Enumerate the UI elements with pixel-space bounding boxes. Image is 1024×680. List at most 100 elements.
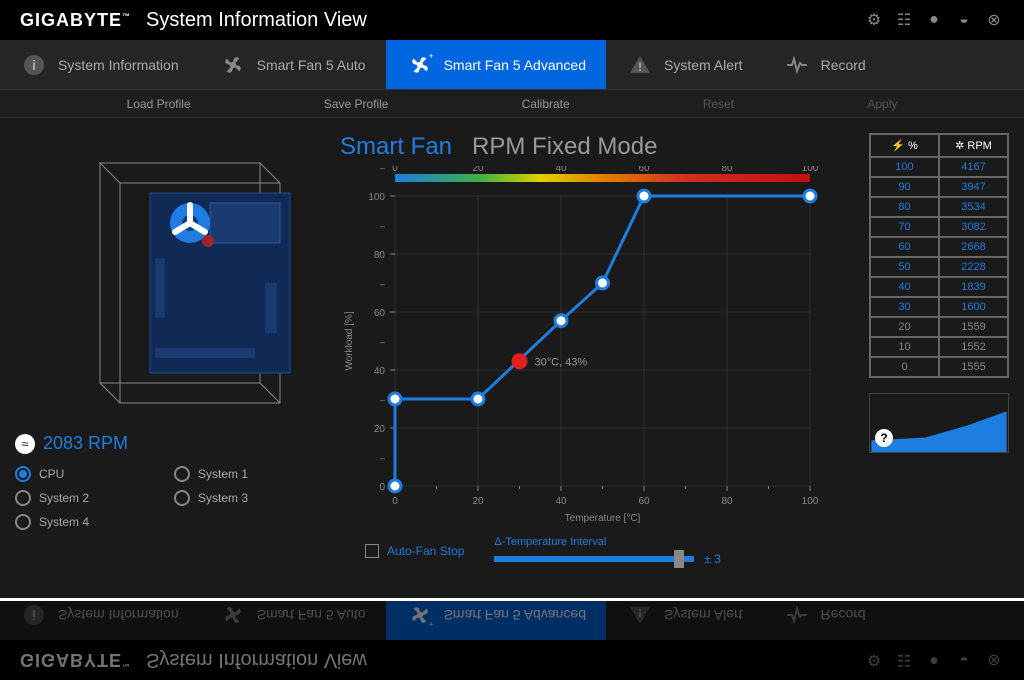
fan-option-system-3[interactable]: System 3 xyxy=(174,490,325,506)
svg-text:20: 20 xyxy=(472,166,484,174)
svg-text:20: 20 xyxy=(472,496,484,507)
tab-smart-fan-5-auto[interactable]: Smart Fan 5 Auto xyxy=(199,598,386,640)
table-row: 703082 xyxy=(870,217,1008,237)
subtab-reset: Reset xyxy=(703,90,734,117)
logo: GIGABYTE™ xyxy=(20,10,131,31)
up-icon[interactable]: ◒ xyxy=(954,650,974,670)
rpm-table: ⚡% ✲RPM 10041679039478035347030826026685… xyxy=(869,133,1009,378)
tab-icon: i xyxy=(20,51,48,79)
app-title: System Information View xyxy=(146,649,367,672)
fan-option-system-2[interactable]: System 2 xyxy=(15,490,166,506)
table-row: 201559 xyxy=(870,317,1008,337)
fan-option-system-1[interactable]: System 1 xyxy=(174,466,325,482)
svg-text:–: – xyxy=(380,221,385,231)
rpm-wave-icon: ≈ xyxy=(15,434,35,454)
tab-icon: + xyxy=(406,51,434,79)
up-icon[interactable]: ◒ xyxy=(954,10,974,30)
table-row: 401839 xyxy=(870,277,1008,297)
fan-option-system-4[interactable]: System 4 xyxy=(15,514,166,530)
sub-tabs: Load ProfileSave ProfileCalibrateResetAp… xyxy=(0,90,1024,118)
svg-text:–: – xyxy=(380,395,385,405)
auto-fan-stop-checkbox[interactable]: Auto-Fan Stop xyxy=(365,544,464,558)
tab-record[interactable]: Record xyxy=(763,598,886,640)
close-icon[interactable]: ⊗ xyxy=(984,10,1004,30)
tab-icon: i xyxy=(20,602,48,630)
svg-text:80: 80 xyxy=(721,166,733,174)
tab-icon xyxy=(219,602,247,630)
fan-icon: ✲ xyxy=(955,139,964,152)
svg-text:0: 0 xyxy=(379,482,385,493)
svg-text:80: 80 xyxy=(374,250,386,261)
svg-text:0: 0 xyxy=(392,166,398,174)
tab-icon xyxy=(783,51,811,79)
tab-system-information[interactable]: iSystem Information xyxy=(0,40,199,89)
fan-option-cpu[interactable]: CPU xyxy=(15,466,166,482)
svg-text:60: 60 xyxy=(638,496,650,507)
list-icon[interactable]: ☷ xyxy=(894,650,914,670)
svg-text:Workload [%]: Workload [%] xyxy=(344,311,355,371)
minimize-icon[interactable]: ● xyxy=(924,650,944,670)
tab-smart-fan-5-advanced[interactable]: +Smart Fan 5 Advanced xyxy=(386,598,606,640)
table-row: 101552 xyxy=(870,337,1008,357)
table-row: 502228 xyxy=(870,257,1008,277)
subtab-save-profile[interactable]: Save Profile xyxy=(324,90,389,117)
tab-system-alert[interactable]: !System Alert xyxy=(606,598,763,640)
close-icon[interactable]: ⊗ xyxy=(984,650,1004,670)
titlebar: GIGABYTE™ System Information View ⚙ ☷ ● … xyxy=(0,640,1024,680)
list-icon[interactable]: ☷ xyxy=(894,10,914,30)
tab-icon: + xyxy=(406,602,434,630)
svg-text:60: 60 xyxy=(638,166,650,174)
main-tabs: iSystem InformationSmart Fan 5 Auto+Smar… xyxy=(0,598,1024,640)
table-row: 903947 xyxy=(870,177,1008,197)
svg-text:60: 60 xyxy=(374,308,386,319)
fan-selectors: CPU System 1 System 2 System 3 System 4 xyxy=(15,466,325,530)
svg-text:40: 40 xyxy=(555,166,567,174)
svg-text:100: 100 xyxy=(802,166,819,174)
subtab-load-profile[interactable]: Load Profile xyxy=(127,90,191,117)
svg-text:+: + xyxy=(428,52,432,61)
svg-text:+: + xyxy=(428,620,432,629)
titlebar: GIGABYTE™ System Information View ⚙ ☷ ● … xyxy=(0,0,1024,40)
svg-text:–: – xyxy=(380,279,385,289)
svg-text:30°C, 43%: 30°C, 43% xyxy=(535,356,588,368)
temp-interval-label: Δ-Temperature Interval xyxy=(494,536,854,548)
table-row: 301600 xyxy=(870,297,1008,317)
case-diagram xyxy=(30,133,310,423)
tab-icon: ! xyxy=(626,602,654,630)
temp-interval-slider[interactable] xyxy=(494,556,694,562)
tab-icon: ! xyxy=(626,51,654,79)
bolt-icon: ⚡ xyxy=(891,139,905,152)
tab-smart-fan-5-advanced[interactable]: +Smart Fan 5 Advanced xyxy=(386,40,606,89)
subtab-calibrate[interactable]: Calibrate xyxy=(522,90,570,117)
svg-text:100: 100 xyxy=(802,496,819,507)
svg-text:–: – xyxy=(380,166,385,173)
temp-interval-value: ± 3 xyxy=(704,552,721,566)
tab-smart-fan-5-auto[interactable]: Smart Fan 5 Auto xyxy=(199,40,386,89)
settings-icon[interactable]: ⚙ xyxy=(864,650,884,670)
svg-text:100: 100 xyxy=(368,192,385,203)
table-row: 1004167 xyxy=(870,157,1008,177)
logo: GIGABYTE™ xyxy=(20,650,131,671)
svg-text:i: i xyxy=(32,57,36,73)
svg-text:!: ! xyxy=(638,60,642,74)
main-tabs: iSystem InformationSmart Fan 5 Auto+Smar… xyxy=(0,40,1024,90)
tab-icon xyxy=(783,602,811,630)
fan-curve-chart[interactable]: 0204060801000204060801000–20–40–60–80–10… xyxy=(340,166,820,526)
settings-icon[interactable]: ⚙ xyxy=(864,10,884,30)
svg-text:20: 20 xyxy=(374,424,386,435)
svg-text:–: – xyxy=(380,337,385,347)
svg-text:40: 40 xyxy=(555,496,567,507)
tab-system-information[interactable]: iSystem Information xyxy=(0,598,199,640)
table-row: 602668 xyxy=(870,237,1008,257)
svg-text:80: 80 xyxy=(721,496,733,507)
rpm-display: ≈ 2083 RPM xyxy=(15,433,325,454)
svg-text:–: – xyxy=(380,453,385,463)
app-title: System Information View xyxy=(146,9,367,32)
tab-system-alert[interactable]: !System Alert xyxy=(606,40,763,89)
tab-record[interactable]: Record xyxy=(763,40,886,89)
svg-text:40: 40 xyxy=(374,366,386,377)
tab-icon xyxy=(219,51,247,79)
table-row: 803534 xyxy=(870,197,1008,217)
help-icon[interactable]: ? xyxy=(875,429,893,447)
minimize-icon[interactable]: ● xyxy=(924,10,944,30)
